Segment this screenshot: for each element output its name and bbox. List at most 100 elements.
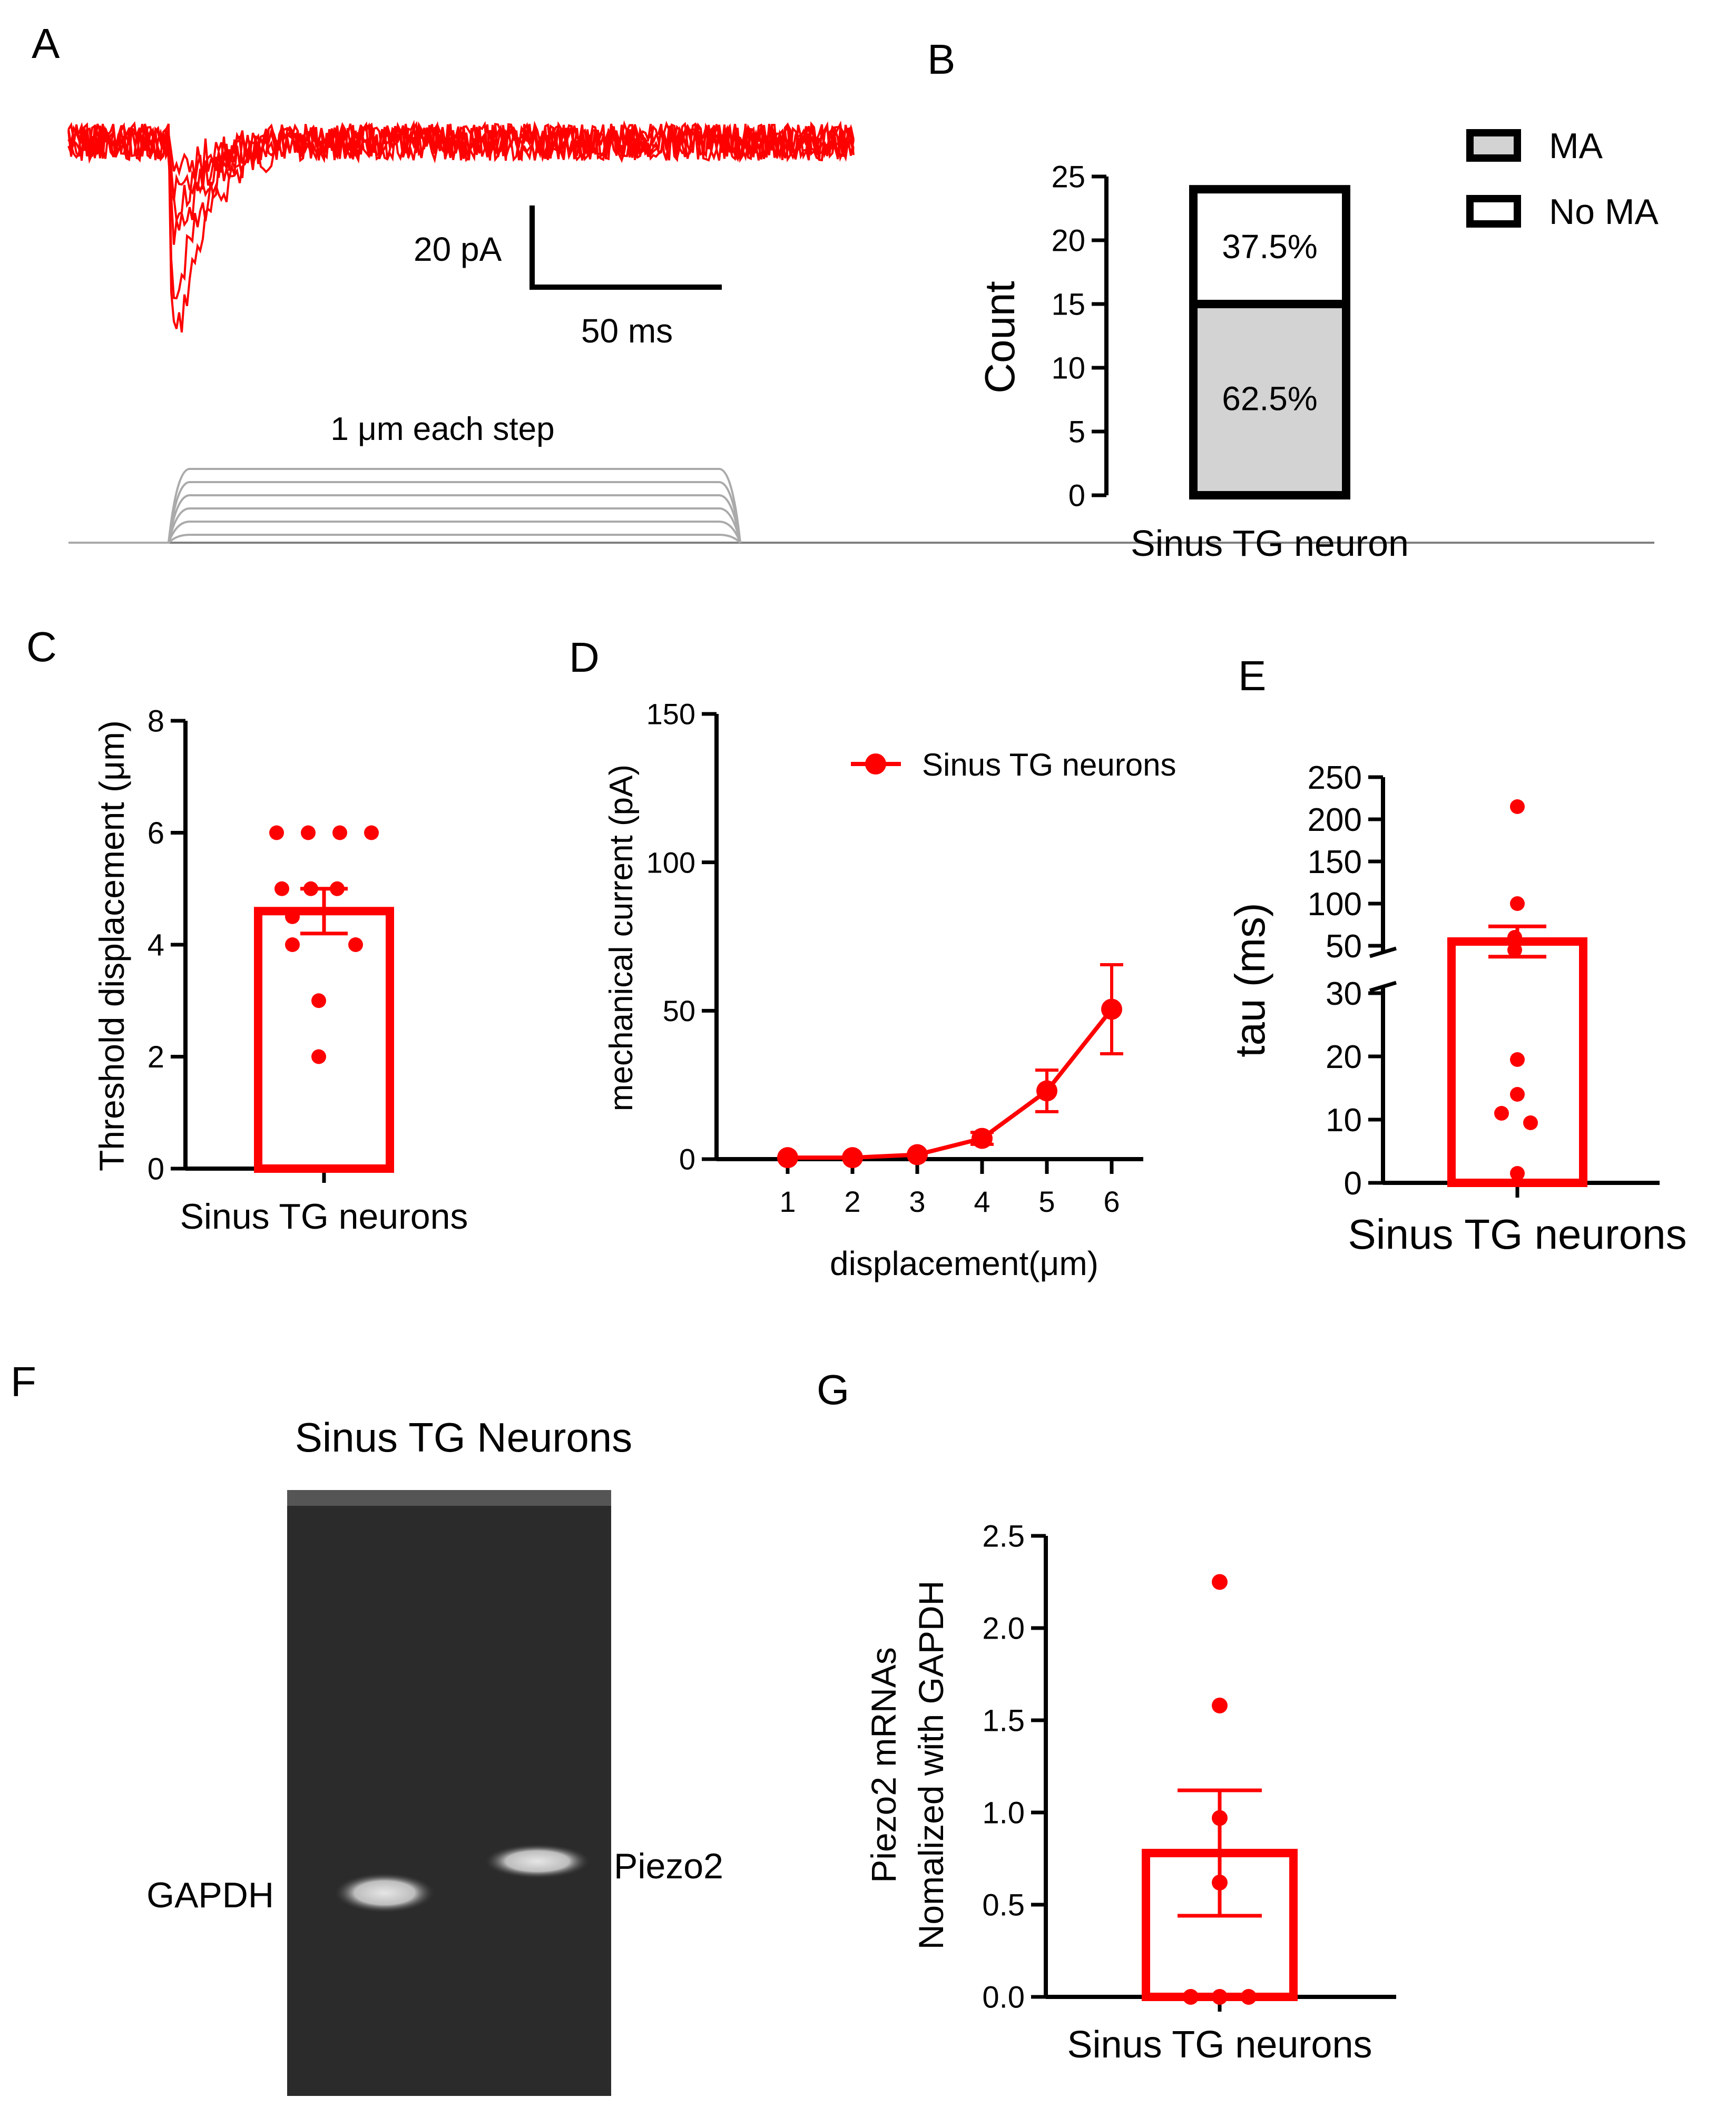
bar-ma-percent: 62.5% [1222, 380, 1317, 418]
data-point [1241, 1989, 1257, 2005]
data-point [364, 825, 379, 840]
data-point [1510, 1166, 1525, 1181]
axis-break-mark [1369, 946, 1397, 958]
data-point [1212, 1698, 1228, 1713]
data-point [972, 1128, 993, 1149]
gel-band-gapdh [335, 1873, 435, 1913]
data-point [1183, 1989, 1199, 2005]
panel-c-tick-label: 8 [148, 704, 164, 738]
panel-b-xlabel: Sinus TG neuron [1131, 523, 1409, 564]
panel-g-ylabel-line2: Nomalized with GAPDH [911, 1581, 950, 1950]
panel-e-tick-label: 200 [1308, 802, 1362, 838]
panel-c-tick-label: 4 [148, 928, 164, 962]
legend-label-no-ma: No MA [1549, 192, 1659, 232]
legend-label-ma: MA [1549, 126, 1603, 166]
data-point [1510, 1087, 1525, 1102]
panel-d-tick-label: 0 [679, 1143, 695, 1176]
data-point [1507, 943, 1522, 957]
bar-no-ma [1189, 185, 1350, 309]
data-point [274, 881, 289, 896]
panel-f-gel [287, 1490, 611, 2096]
panel-e-tick-label: 10 [1326, 1102, 1362, 1139]
panel-e-letter: E [1238, 652, 1266, 699]
panel-g-tick-label: 1.5 [982, 1703, 1025, 1738]
gel-lane-label-piezo2: Piezo2 [614, 1846, 723, 1886]
panel-c-xlabel: Sinus TG neurons [180, 1197, 468, 1237]
panel-b-letter: B [927, 36, 955, 83]
data-point [1212, 1875, 1228, 1890]
panel-b-tick-label: 0 [1068, 478, 1085, 513]
stimulus-step-trace [68, 468, 741, 544]
panel-b-ylabel: Count [976, 281, 1023, 393]
data-point [1510, 799, 1525, 814]
data-point [1510, 1052, 1525, 1067]
data-point [330, 881, 345, 896]
panel-e-tick-label: 50 [1326, 928, 1362, 965]
panel-e-tick-label: 30 [1326, 976, 1362, 1012]
gel-top-edge [287, 1490, 611, 1506]
panel-d-xtick-label: 5 [1038, 1185, 1055, 1218]
legend-swatch-ma [1466, 129, 1521, 162]
panel-c-letter: C [26, 623, 57, 670]
panel-d-tick-label: 50 [663, 994, 695, 1027]
panel-g-xlabel: Sinus TG neurons [1067, 2024, 1372, 2066]
panel-e-xlabel: Sinus TG neurons [1348, 1211, 1686, 1258]
panel-e-tick-label: 0 [1344, 1165, 1362, 1202]
data-point [311, 993, 326, 1008]
data-point [1494, 1106, 1509, 1121]
data-point [1212, 1989, 1228, 2005]
gel-background [287, 1490, 611, 2096]
data-point [285, 909, 300, 924]
data-point [285, 937, 300, 952]
panel-e-chart: 0 10 20 30 50 100 150 200 250 tau (ms) Sinus TG ne… [1227, 760, 1687, 1258]
panel-b-chart: 0 5 10 15 20 25 Count 62.5% 37.5% Sinus TG neuron [976, 129, 1521, 564]
data-point [269, 825, 284, 840]
axis-break-mark [1369, 981, 1397, 993]
data-point [777, 1147, 798, 1169]
data-point [311, 1049, 326, 1064]
stimulus-step-trace [68, 507, 741, 544]
gel-lane-label-gapdh: GAPDH [146, 1875, 274, 1915]
panel-d-xlabel: displacement(μm) [830, 1244, 1099, 1282]
data-point [1212, 1810, 1228, 1826]
panel-d-xtick-label: 3 [909, 1185, 925, 1218]
panel-e-tick-label: 20 [1326, 1039, 1362, 1075]
bar-no-ma-percent: 37.5% [1222, 228, 1317, 266]
panel-e-tick-label: 150 [1308, 844, 1362, 880]
stimulus-step-trace [68, 534, 741, 544]
panel-d-letter: D [569, 634, 600, 681]
panel-d-xtick-label: 6 [1103, 1185, 1120, 1218]
panel-f-letter: F [11, 1358, 36, 1405]
data-point [303, 881, 318, 896]
data-point [1523, 1115, 1538, 1130]
data-point [1036, 1080, 1057, 1102]
panel-d-xtick-label: 4 [974, 1185, 990, 1218]
data-point [1507, 930, 1522, 945]
stimulus-step-trace [68, 521, 741, 544]
panel-b-tick-label: 15 [1051, 287, 1085, 321]
panel-b-tick-label: 25 [1051, 160, 1085, 194]
data-point [1510, 896, 1525, 911]
panel-e-ylabel: tau (ms) [1227, 903, 1273, 1057]
data-point [1101, 998, 1122, 1020]
panel-c-tick-label: 2 [148, 1040, 164, 1074]
scale-bar-current-label: 20 pA [414, 230, 502, 268]
panel-c-tick-label: 6 [148, 816, 164, 850]
panel-g-tick-label: 2.0 [982, 1611, 1025, 1645]
legend-marker [865, 753, 886, 775]
panel-b-tick-label: 5 [1068, 415, 1085, 449]
panel-d-xtick-label: 1 [779, 1185, 796, 1218]
bar-mean [254, 907, 394, 1173]
panel-g-ylabel-line1: Piezo2 mRNAs [864, 1647, 903, 1883]
panel-b-tick-label: 10 [1051, 351, 1085, 385]
panel-e-tick-label: 250 [1308, 760, 1362, 796]
panel-d-xtick-label: 2 [844, 1185, 860, 1218]
panel-c-ylabel: Threshold displacement (μm) [92, 720, 131, 1171]
legend-label: Sinus TG neurons [922, 747, 1176, 782]
panel-e-tick-label: 100 [1308, 886, 1362, 923]
stimulus-step-trace [68, 494, 741, 544]
data-point [1212, 1574, 1228, 1590]
panel-b-tick-label: 20 [1051, 223, 1085, 258]
panel-g-tick-label: 1.0 [982, 1796, 1025, 1830]
